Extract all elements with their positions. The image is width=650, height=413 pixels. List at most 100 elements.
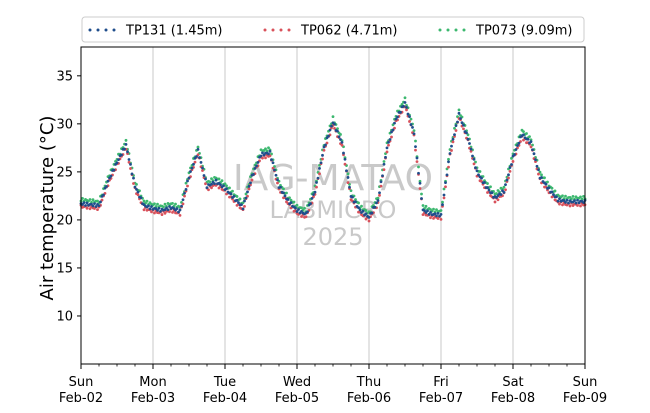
data-point: [268, 149, 272, 153]
data-point: [382, 168, 386, 172]
data-point: [558, 202, 561, 206]
data-point: [159, 209, 162, 213]
data-point: [145, 199, 149, 203]
data-point: [394, 117, 398, 121]
data-point: [349, 189, 353, 193]
data-point: [271, 161, 275, 165]
data-point: [247, 187, 251, 191]
x-tick-day-label: Thu: [356, 375, 381, 390]
data-point: [135, 188, 138, 191]
data-point: [435, 208, 438, 211]
data-point: [148, 207, 152, 211]
data-point: [580, 197, 584, 201]
data-point: [442, 193, 446, 197]
data-point: [337, 135, 341, 139]
data-point: [402, 104, 405, 108]
data-point: [532, 152, 536, 156]
data-point: [579, 204, 582, 208]
data-point: [126, 150, 129, 154]
x-tick-date-label: Feb-05: [275, 391, 319, 406]
data-point: [213, 182, 216, 186]
data-point: [271, 166, 275, 170]
data-point: [550, 190, 554, 194]
data-point: [435, 214, 438, 218]
data-point: [360, 204, 363, 208]
legend-label: TP062 (4.71m): [300, 24, 397, 39]
data-point: [379, 180, 383, 184]
data-point: [270, 158, 273, 162]
data-point: [345, 169, 348, 173]
data-point: [174, 202, 177, 206]
data-point: [294, 206, 297, 210]
data-point: [123, 147, 126, 151]
data-point: [354, 200, 357, 204]
data-point: [382, 160, 386, 163]
data-point: [400, 103, 404, 106]
data-point: [235, 195, 239, 198]
legend-item: TP062 (4.71m): [263, 24, 397, 39]
data-point: [429, 210, 432, 214]
legend-marker: [446, 28, 450, 32]
legend-marker: [462, 28, 466, 32]
data-point: [343, 157, 347, 161]
data-point: [186, 184, 189, 188]
data-point: [375, 201, 378, 205]
data-point: [357, 201, 360, 205]
data-point: [163, 202, 167, 206]
data-point: [90, 202, 93, 206]
data-point: [282, 191, 285, 195]
legend-label: TP131 (1.45m): [125, 24, 222, 39]
data-point: [177, 210, 180, 214]
data-point: [534, 158, 537, 162]
data-point: [150, 205, 153, 208]
data-point: [457, 111, 461, 115]
data-point: [447, 160, 450, 164]
data-point: [370, 211, 374, 215]
data-point: [364, 212, 368, 216]
data-point: [475, 169, 479, 173]
legend-marker: [88, 28, 92, 32]
x-tick-day-label: Wed: [283, 375, 311, 390]
data-point: [388, 138, 392, 141]
data-point: [412, 132, 416, 136]
data-point: [478, 170, 482, 173]
data-point: [202, 174, 206, 177]
data-point: [283, 194, 287, 198]
data-point: [127, 160, 131, 164]
data-point: [420, 192, 423, 196]
data-point: [178, 214, 182, 217]
data-point: [537, 172, 540, 176]
data-point: [187, 176, 191, 180]
data-point: [108, 176, 111, 180]
data-point: [486, 186, 489, 189]
data-point: [454, 129, 458, 132]
data-point: [276, 181, 279, 185]
data-point: [105, 185, 108, 188]
data-point: [225, 184, 228, 188]
data-point: [340, 143, 344, 147]
data-point: [201, 169, 204, 172]
data-point: [339, 133, 342, 136]
data-point: [178, 208, 182, 212]
data-point: [436, 217, 440, 220]
legend-label: TP073 (9.09m): [475, 24, 572, 39]
data-point: [127, 158, 131, 161]
data-point: [130, 172, 134, 176]
data-point: [579, 195, 582, 199]
data-point: [417, 171, 420, 175]
data-point: [85, 201, 89, 205]
data-point: [558, 197, 561, 201]
data-point: [231, 189, 234, 193]
data-point: [207, 188, 210, 192]
data-point: [153, 202, 156, 206]
data-point: [546, 180, 549, 184]
data-point: [115, 161, 119, 165]
data-point: [487, 188, 491, 192]
data-point: [325, 141, 329, 145]
data-point: [162, 205, 165, 209]
legend-item: TP131 (1.45m): [88, 24, 222, 39]
data-point: [249, 181, 252, 185]
legend-marker: [454, 28, 458, 32]
data-point: [214, 178, 218, 182]
